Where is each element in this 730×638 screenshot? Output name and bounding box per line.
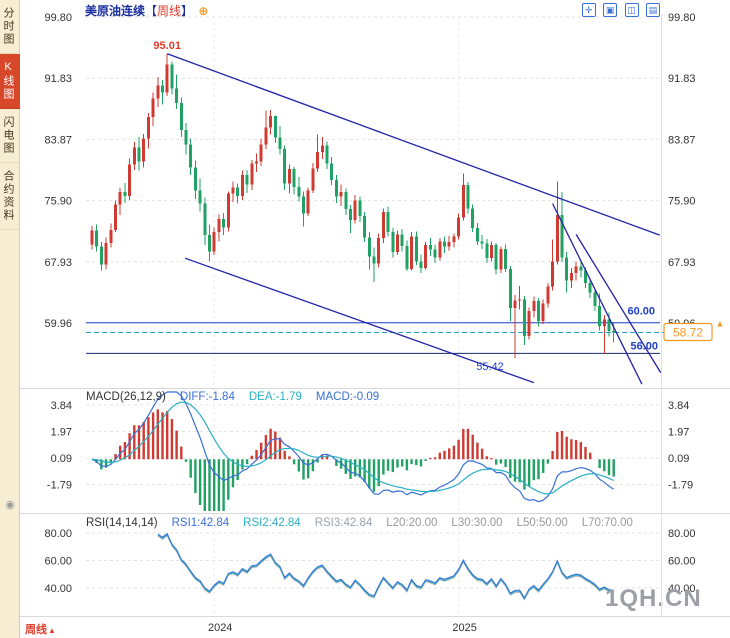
- low-price-label: 55.42: [476, 361, 504, 373]
- gridlines: [86, 16, 660, 614]
- period-selector-arrow-icon: ▲: [48, 626, 56, 635]
- sidebar-tab-timeshare[interactable]: 分时图: [0, 0, 20, 54]
- svg-text:60.00: 60.00: [668, 556, 696, 568]
- svg-text:0.09: 0.09: [668, 453, 689, 465]
- svg-text:-1.79: -1.79: [47, 480, 72, 492]
- sidebar-tab-contract-info[interactable]: 合约资料: [0, 163, 20, 230]
- macd-layer: [91, 391, 615, 511]
- svg-text:91.83: 91.83: [668, 73, 696, 85]
- peak-price-label: 95.01: [153, 40, 181, 52]
- last-price-tag: 58.72 ▲: [663, 319, 725, 342]
- rsi3-line: [157, 534, 614, 601]
- svg-text:59.96: 59.96: [44, 318, 72, 330]
- svg-text:83.87: 83.87: [44, 134, 72, 146]
- move-pane-icon[interactable]: ✛: [581, 3, 596, 17]
- svg-text:1.97: 1.97: [668, 426, 689, 438]
- chart-main: 99.80 99.80 91.83 91.83 83.87 83.87 75.90 75.90…: [20, 0, 730, 638]
- chart-toolbar: ✛ ▣ ◫ ▤: [579, 3, 660, 21]
- trendlines[interactable]: [166, 53, 662, 385]
- svg-text:40.00: 40.00: [668, 583, 696, 595]
- chart-plot-area[interactable]: [86, 14, 660, 616]
- period-selector[interactable]: 周线▲: [25, 621, 56, 637]
- svg-text:75.90: 75.90: [44, 196, 72, 208]
- rsi2-line: [157, 533, 614, 600]
- svg-text:0.09: 0.09: [51, 453, 72, 465]
- sidebar-tab-kline[interactable]: K线图: [0, 54, 20, 109]
- sidebar-tab-lightning[interactable]: 闪电图: [0, 109, 20, 163]
- single-pane-icon[interactable]: ▣: [603, 3, 618, 17]
- period-selector-label: 周线: [25, 624, 47, 636]
- sidebar: 分时图 K线图 闪电图 合约资料 ◉: [0, 0, 20, 638]
- add-indicator-icon[interactable]: ⊕: [198, 4, 209, 18]
- svg-text:-1.79: -1.79: [668, 480, 693, 492]
- svg-text:2024: 2024: [208, 622, 232, 634]
- candlestick-layer: [90, 53, 616, 358]
- watermark: 1QH.CN: [605, 585, 702, 612]
- svg-text:67.93: 67.93: [44, 257, 72, 269]
- svg-text:80.00: 80.00: [44, 528, 72, 540]
- macd-dea-line: [91, 401, 614, 495]
- last-price-value: 58.72: [673, 326, 703, 340]
- svg-text:3.84: 3.84: [51, 400, 72, 412]
- axis-labels: 99.80 99.80 91.83 91.83 83.87 83.87 75.90 75.90…: [44, 12, 695, 634]
- svg-text:80.00: 80.00: [668, 528, 696, 540]
- svg-text:75.90: 75.90: [668, 196, 696, 208]
- level-60-label: 60.00: [627, 306, 655, 318]
- svg-text:40.00: 40.00: [44, 583, 72, 595]
- svg-text:67.93: 67.93: [668, 257, 696, 269]
- svg-text:99.80: 99.80: [668, 12, 696, 24]
- svg-text:99.80: 99.80: [44, 12, 72, 24]
- dual-pane-icon[interactable]: ◫: [624, 3, 639, 17]
- macd-diff-line: [91, 391, 615, 503]
- price-annotations: 95.01 55.42: [153, 40, 503, 373]
- scroll-latest-icon[interactable]: ▲: [716, 319, 725, 329]
- svg-text:3.84: 3.84: [668, 400, 689, 412]
- rsi-layer: [157, 532, 614, 601]
- svg-text:2025: 2025: [452, 622, 476, 634]
- chart-canvas: 99.80 99.80 91.83 91.83 83.87 83.87 75.90 75.90…: [20, 12, 730, 634]
- svg-text:91.83: 91.83: [44, 73, 72, 85]
- sidebar-collapse-icon[interactable]: ◉: [5, 499, 15, 511]
- svg-text:83.87: 83.87: [668, 134, 696, 146]
- panel-dividers: [20, 14, 730, 617]
- grid-pane-icon[interactable]: ▤: [646, 3, 660, 17]
- svg-text:1.97: 1.97: [51, 426, 72, 438]
- rsi1-line: [157, 532, 614, 599]
- watermark-text: 1QH.CN: [605, 585, 702, 612]
- svg-text:60.00: 60.00: [44, 556, 72, 568]
